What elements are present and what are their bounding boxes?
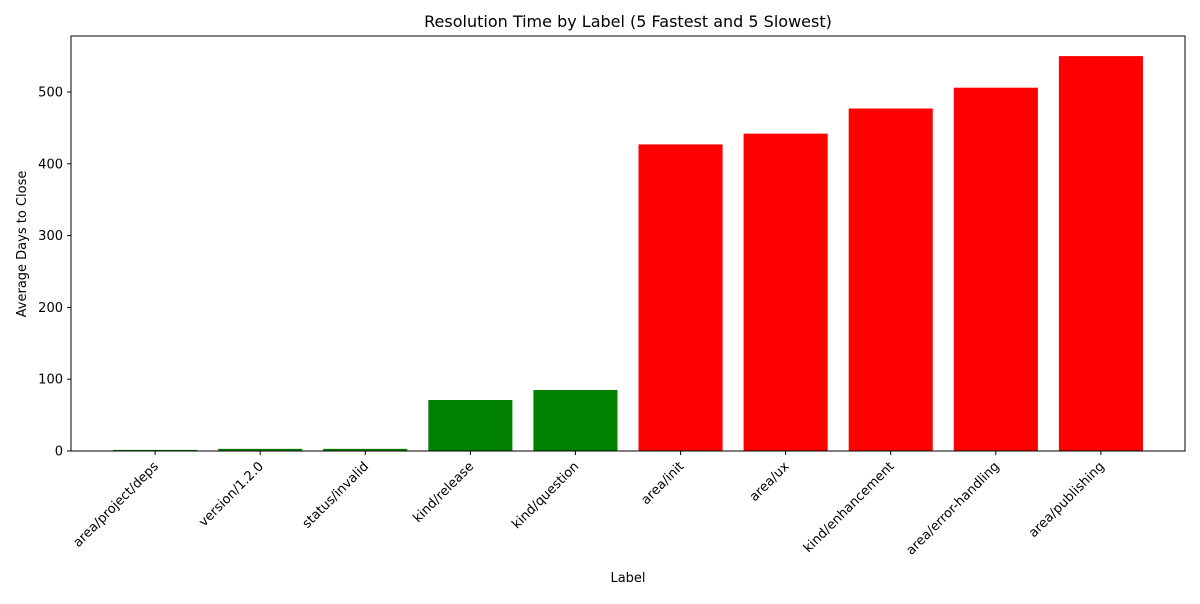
axes-frame	[70, 35, 1186, 452]
bar-status-invalid	[323, 448, 408, 451]
x-axis-label: Label	[610, 571, 645, 586]
bar-kind-enhancement	[848, 108, 933, 452]
y-tick-label: 200	[38, 301, 63, 316]
y-axis-label: Average Days to Close	[15, 171, 30, 318]
y-tick-label: 0	[55, 445, 63, 460]
y-tick-label: 400	[38, 157, 63, 172]
bar-area-ux	[743, 133, 828, 451]
bar-kind-release	[428, 400, 513, 451]
bar-area-project-deps	[113, 449, 198, 451]
chart-title: Resolution Time by Label (5 Fastest and …	[424, 12, 832, 31]
y-tick-label: 100	[38, 373, 63, 388]
bar-version-1-2-0	[218, 448, 303, 451]
y-tick-label: 500	[38, 86, 63, 101]
bar-kind-question	[533, 389, 618, 451]
bar-area-init	[638, 144, 723, 452]
bar-area-error-handling	[953, 87, 1038, 451]
bar-area-publishing	[1058, 56, 1143, 451]
y-tick-label: 300	[38, 229, 63, 244]
